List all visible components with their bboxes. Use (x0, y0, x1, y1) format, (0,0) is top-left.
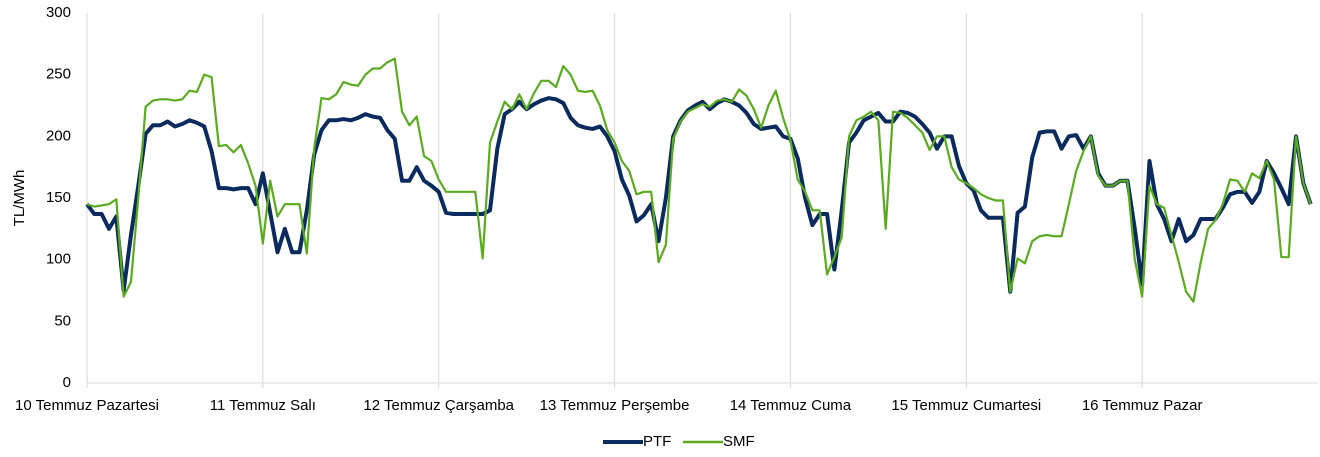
y-tick-label: 250 (46, 66, 71, 83)
line-1 (86, 57, 1312, 303)
y-tick-label: 150 (46, 189, 71, 206)
y-tick-label: 0 (63, 374, 71, 391)
line-0 (85, 96, 1313, 294)
x-tick-label: 16 Temmuz Pazar (1082, 397, 1203, 414)
x-tick-label: 13 Temmuz Perşembe (540, 397, 690, 414)
y-tick-label: 300 (46, 4, 71, 21)
y-tick-label: 50 (54, 312, 71, 329)
y-axis-label: TL/MWh (11, 170, 28, 227)
x-tick-label: 11 Temmuz Salı (210, 397, 316, 414)
y-tick-label: 100 (46, 251, 71, 268)
legend-label: PTF (643, 433, 671, 450)
x-tick-label: 10 Temmuz Pazartesi (15, 397, 159, 414)
x-tick-label: 15 Temmuz Cumartesi (891, 397, 1041, 414)
x-tick-label: 14 Temmuz Cuma (730, 397, 852, 414)
legend-label: SMF (723, 433, 755, 450)
y-tick-label: 200 (46, 127, 71, 144)
x-tick-label: 12 Temmuz Çarşamba (363, 397, 514, 414)
